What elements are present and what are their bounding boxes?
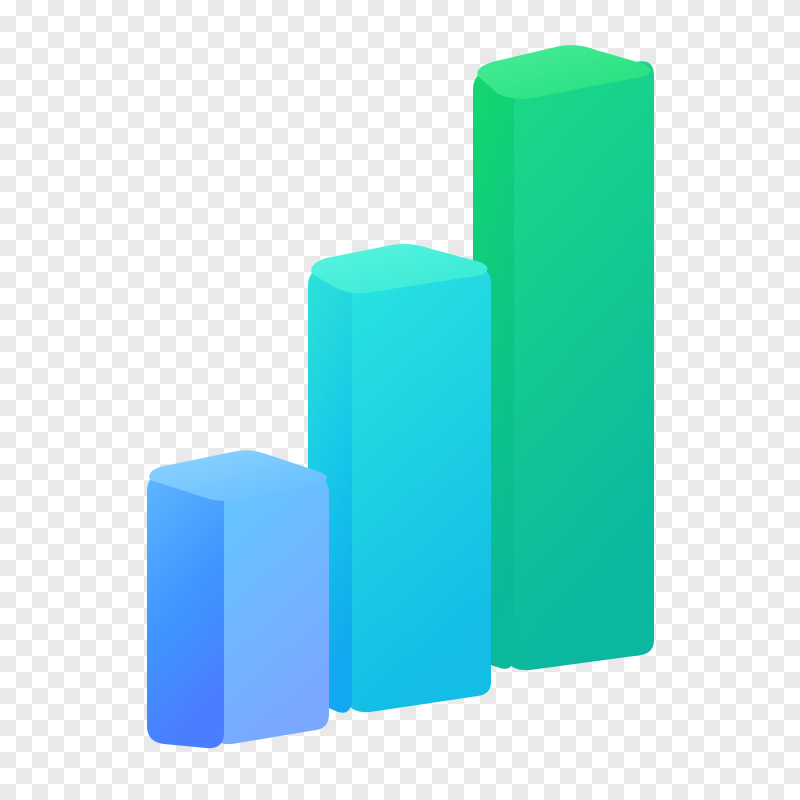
bar-medium-side [340, 267, 491, 713]
bar-tall-side [491, 61, 654, 671]
bar-medium-top [311, 244, 488, 294]
bar-small-top [149, 450, 327, 502]
bar-medium [308, 244, 491, 713]
bar-tall-top [477, 45, 651, 99]
bar-small-front [147, 474, 224, 749]
bar-tall [473, 45, 654, 671]
bar-small-side [210, 477, 329, 745]
bar-small [147, 450, 329, 749]
